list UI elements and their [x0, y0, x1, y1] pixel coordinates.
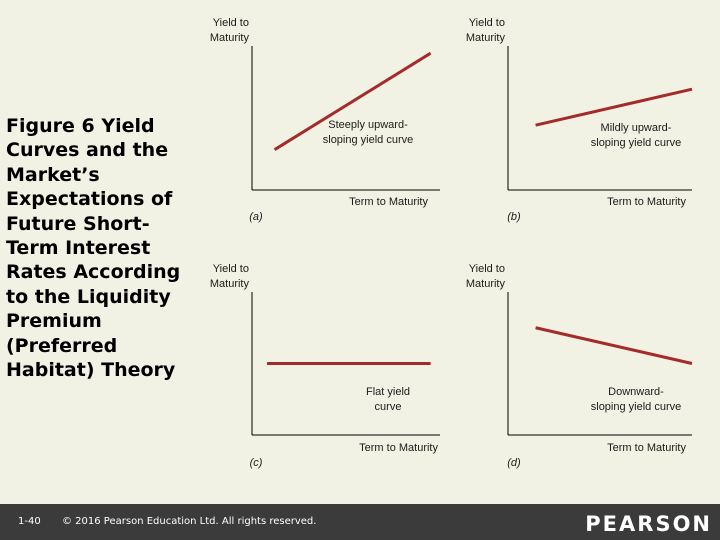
y-axis-label: Yield to Maturity	[210, 263, 250, 290]
yield-curve-line	[535, 87, 693, 127]
curve-label: Downward-sloping yield curve	[591, 386, 682, 413]
panel-label: (d)	[507, 457, 521, 469]
slide-title: Figure 6 Yield Curves and the Market’s E…	[6, 115, 181, 382]
x-axis-label: Term to Maturity	[349, 196, 428, 208]
page-number: 1-40	[18, 516, 41, 527]
curve-label: Mildly upward-sloping yield curve	[591, 122, 682, 149]
x-axis-label: Term to Maturity	[359, 442, 438, 454]
copyright-notice: © 2016 Pearson Education Ltd. All rights…	[62, 516, 317, 527]
curve-label: Steeply upward-sloping yield curve	[323, 119, 414, 146]
y-axis-label: Yield to Maturity	[466, 17, 506, 44]
x-axis-label: Term to Maturity	[607, 196, 686, 208]
y-axis-label: Yield to Maturity	[210, 17, 250, 44]
panel-label: (c)	[250, 457, 263, 469]
yield-curve-line	[535, 326, 693, 365]
yield-curve-line	[273, 51, 432, 151]
publisher-logo: PEARSON	[585, 512, 712, 536]
yield-curve-figure: Yield to Maturity Term to Maturity (a) Steep…	[210, 17, 693, 469]
panel-label: (a)	[249, 211, 263, 223]
panel-label: (b)	[507, 211, 521, 223]
y-axis-label: Yield to Maturity	[466, 263, 506, 290]
x-axis-label: Term to Maturity	[607, 442, 686, 454]
curve-label: Flat yield curve	[366, 386, 410, 413]
footer-bar: 1-40 © 2016 Pearson Education Ltd. All r…	[0, 504, 720, 540]
